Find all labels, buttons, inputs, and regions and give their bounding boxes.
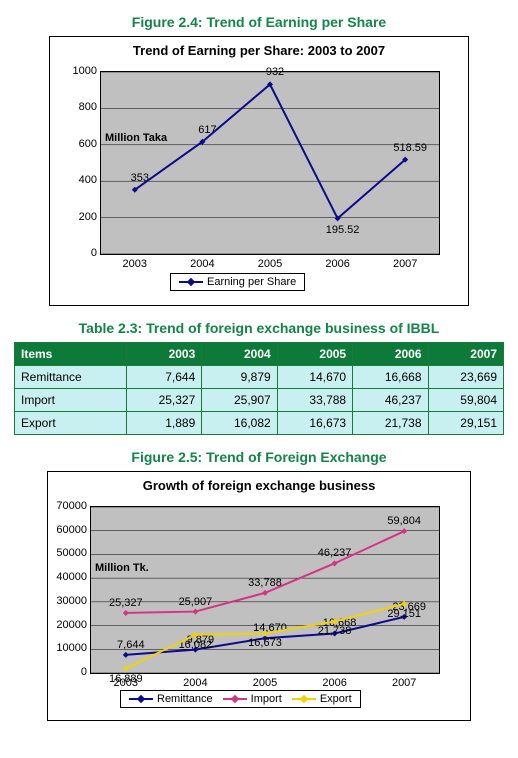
table-cell: 33,788	[277, 389, 352, 412]
legend-label: Earning per Share	[207, 276, 296, 288]
legend-label: Remittance	[157, 693, 213, 705]
table-cell: Export	[15, 412, 127, 435]
table23: Items20032004200520062007 Remittance7,64…	[14, 342, 504, 435]
figure25-plot: 010000200003000040000500006000070000Mill…	[90, 506, 440, 674]
table-cell: 23,669	[428, 366, 503, 389]
legend-item: Import	[223, 693, 282, 705]
column-header: 2006	[353, 343, 428, 366]
y-tick: 70000	[43, 500, 87, 512]
table-row: Import25,32725,90733,78846,23759,804	[15, 389, 504, 412]
y-tick: 30000	[43, 595, 87, 607]
x-tick: 2005	[253, 677, 277, 689]
x-tick: 2007	[393, 258, 417, 270]
table-cell: 29,151	[428, 412, 503, 435]
figure25-title: Growth of foreign exchange business	[48, 478, 470, 493]
figure24-title: Trend of Earning per Share: 2003 to 2007	[50, 43, 468, 58]
table-cell: 7,644	[126, 366, 201, 389]
table-cell: 16,668	[353, 366, 428, 389]
y-tick: 600	[53, 138, 97, 150]
table-cell: 21,738	[353, 412, 428, 435]
legend-item: Earning per Share	[179, 276, 296, 288]
column-header: 2004	[202, 343, 277, 366]
table-cell: 25,907	[202, 389, 277, 412]
figure24-caption: Figure 2.4: Trend of Earning per Share	[14, 14, 504, 30]
y-tick: 60000	[43, 524, 87, 536]
y-tick: 200	[53, 211, 97, 223]
table-cell: 9,879	[202, 366, 277, 389]
table-cell: 16,673	[277, 412, 352, 435]
y-tick: 20000	[43, 619, 87, 631]
legend-item: Export	[292, 693, 352, 705]
legend-label: Import	[251, 693, 282, 705]
x-tick: 2004	[183, 677, 207, 689]
column-header: 2005	[277, 343, 352, 366]
y-tick: 0	[53, 247, 97, 259]
table-cell: Import	[15, 389, 127, 412]
figure25-legend: Remittance Import Export	[120, 690, 361, 708]
y-tick: 0	[43, 666, 87, 678]
table-cell: 16,082	[202, 412, 277, 435]
x-tick: 2005	[258, 258, 282, 270]
figure24-plot: 02004006008001000Million Taka20032004200…	[100, 71, 440, 255]
table-cell: 1,889	[126, 412, 201, 435]
column-header: Items	[15, 343, 127, 366]
legend-item: Remittance	[129, 693, 213, 705]
data-label: 16,889	[109, 673, 143, 685]
x-tick: 2004	[190, 258, 214, 270]
table-cell: Remittance	[15, 366, 127, 389]
figure24-chart: Trend of Earning per Share: 2003 to 2007…	[49, 36, 469, 306]
x-tick: 2006	[322, 677, 346, 689]
y-tick: 800	[53, 101, 97, 113]
y-tick: 400	[53, 174, 97, 186]
table-row: Remittance7,6449,87914,67016,66823,669	[15, 366, 504, 389]
y-tick: 1000	[53, 65, 97, 77]
figure25-caption: Figure 2.5: Trend of Foreign Exchange	[14, 449, 504, 465]
table23-caption: Table 2.3: Trend of foreign exchange bus…	[14, 320, 504, 336]
table-cell: 59,804	[428, 389, 503, 412]
y-tick: 40000	[43, 571, 87, 583]
y-tick: 50000	[43, 547, 87, 559]
table-cell: 14,670	[277, 366, 352, 389]
y-tick: 10000	[43, 642, 87, 654]
column-header: 2003	[126, 343, 201, 366]
table-row: Export1,88916,08216,67321,73829,151	[15, 412, 504, 435]
x-tick: 2003	[123, 258, 147, 270]
x-tick: 2006	[325, 258, 349, 270]
legend-label: Export	[320, 693, 352, 705]
column-header: 2007	[428, 343, 503, 366]
table-cell: 46,237	[353, 389, 428, 412]
figure25-chart: Growth of foreign exchange business 0100…	[47, 471, 471, 721]
table-cell: 25,327	[126, 389, 201, 412]
x-tick: 2007	[392, 677, 416, 689]
figure24-legend: Earning per Share	[170, 273, 305, 291]
